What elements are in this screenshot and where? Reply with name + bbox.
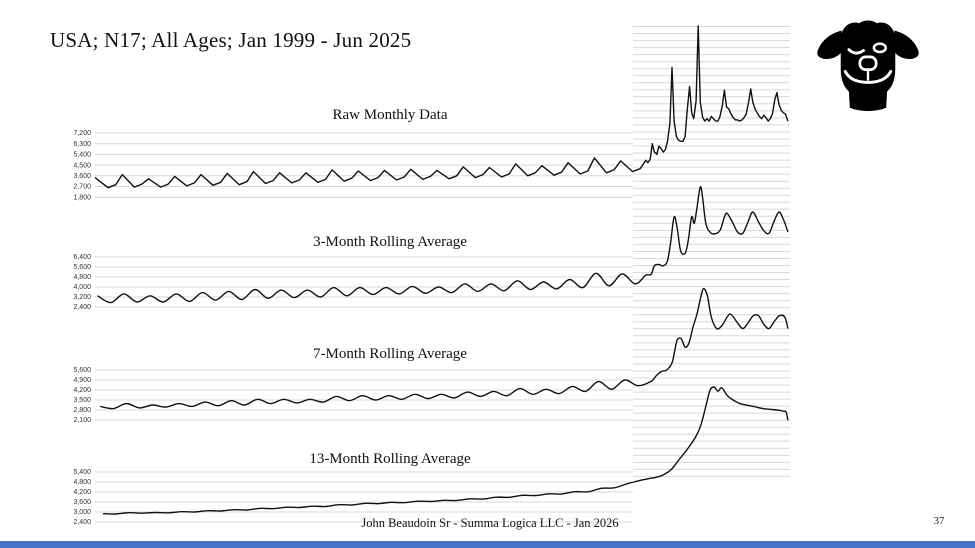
dog-smile: [843, 70, 893, 84]
y-tick-label: 2,400: [73, 519, 91, 526]
y-tick-label: 4,500: [73, 162, 91, 169]
y-tick-label: 2,800: [73, 407, 91, 414]
y-tick-label: 1,800: [73, 194, 91, 201]
y-tick-label: 3,000: [73, 509, 91, 516]
chart-title-3-month: 3-Month Rolling Average: [313, 234, 467, 250]
y-tick-label: 7,200: [73, 130, 91, 137]
y-tick-label: 4,200: [73, 489, 91, 496]
chart-title-raw-monthly: Raw Monthly Data: [332, 107, 448, 123]
y-tick-label: 4,900: [73, 377, 91, 384]
slide-title: USA; N17; All Ages; Jan 1999 - Jun 2025: [50, 28, 412, 52]
y-tick-label: 2,400: [73, 304, 91, 311]
dog-right-ear: [894, 30, 919, 60]
y-tick-label: 4,000: [73, 284, 91, 291]
y-tick-label: 4,800: [73, 479, 91, 486]
series-line-0: [94, 25, 789, 189]
series-line-1: [97, 186, 789, 304]
y-tick-label: 5,600: [73, 264, 91, 271]
y-tick-label: 3,200: [73, 294, 91, 301]
y-tick-label: 3,600: [73, 173, 91, 180]
series-line-3: [102, 386, 789, 515]
page-number: 37: [933, 515, 945, 527]
y-tick-label: 5,400: [73, 469, 91, 476]
chart-title-7-month: 7-Month Rolling Average: [313, 346, 467, 362]
y-tick-label: 4,200: [73, 387, 91, 394]
y-tick-label: 3,500: [73, 397, 91, 404]
series-line-2: [100, 287, 789, 410]
y-tick-label: 2,700: [73, 184, 91, 191]
y-tick-label: 5,600: [73, 367, 91, 374]
y-tick-label: 3,600: [73, 499, 91, 506]
y-tick-label: 4,800: [73, 274, 91, 281]
bottom-accent-bar: [0, 541, 975, 548]
dog-wink-eye: [847, 48, 865, 55]
footer-credit: John Beaudoin Sr - Summa Logica LLC - Ja…: [361, 516, 619, 530]
dog-open-eye: [872, 42, 887, 54]
dog-head: [840, 20, 896, 111]
y-tick-label: 5,400: [73, 152, 91, 159]
dog-left-ear: [817, 30, 842, 60]
y-tick-label: 6,400: [73, 254, 91, 261]
chart-title-13-month: 13-Month Rolling Average: [309, 451, 471, 467]
winking-dog-logo: [817, 20, 919, 111]
y-tick-label: 6,300: [73, 141, 91, 148]
y-tick-label: 2,100: [73, 417, 91, 424]
